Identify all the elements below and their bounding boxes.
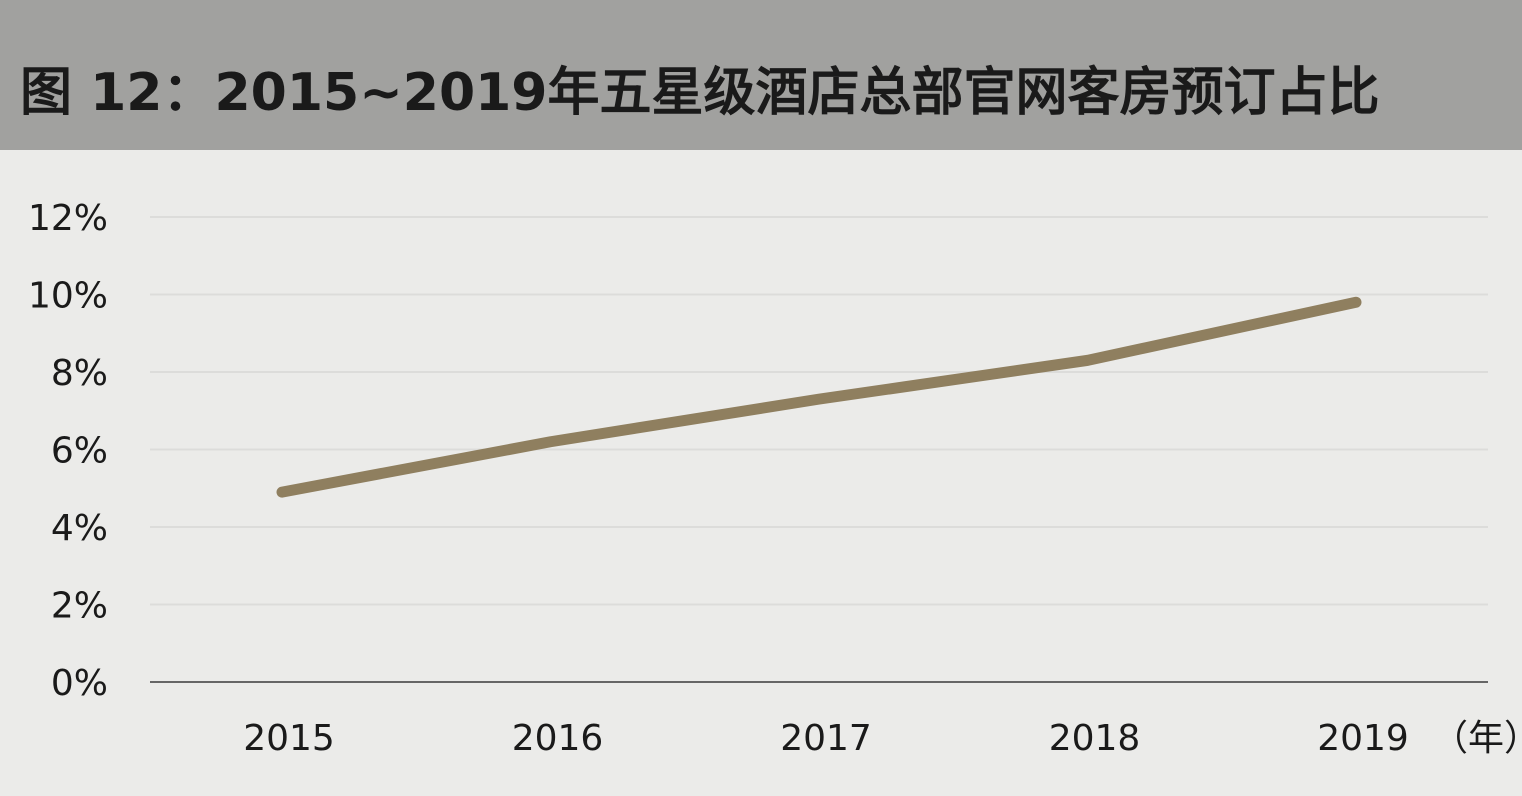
- x-tick-label: 2019: [1317, 718, 1409, 759]
- chart-title: 图 12：2015~2019年五星级酒店总部官网客房预订占比: [20, 63, 1380, 123]
- data-point: [1355, 301, 1357, 304]
- x-axis-tick-labels: 2015 2016 2017 2018 2019: [243, 718, 1409, 759]
- y-tick-label: 6%: [51, 431, 108, 472]
- y-axis-tick-labels: 0% 2% 4% 6% 8% 10% 12%: [28, 198, 108, 704]
- y-tick-label: 10%: [28, 276, 108, 317]
- data-point: [818, 398, 820, 401]
- series-line: [276, 296, 1362, 498]
- title-banner: 图 12：2015~2019年五星级酒店总部官网客房预订占比: [0, 0, 1522, 150]
- gridlines: [150, 216, 1488, 606]
- x-tick-label: 2015: [243, 718, 335, 759]
- y-tick-label: 4%: [51, 508, 108, 549]
- y-tick-label: 2%: [51, 586, 108, 627]
- x-tick-label: 2016: [512, 718, 604, 759]
- x-axis-unit-label: （年）: [1432, 718, 1522, 759]
- x-tick-label: 2018: [1049, 718, 1141, 759]
- y-tick-label: 12%: [28, 198, 108, 239]
- y-tick-label: 8%: [51, 353, 108, 394]
- data-point: [1086, 359, 1089, 362]
- y-tick-label: 0%: [51, 663, 108, 704]
- x-tick-label: 2017: [780, 718, 872, 759]
- series-lines: [276, 296, 1362, 498]
- data-point: [549, 440, 552, 443]
- data-point: [281, 491, 283, 494]
